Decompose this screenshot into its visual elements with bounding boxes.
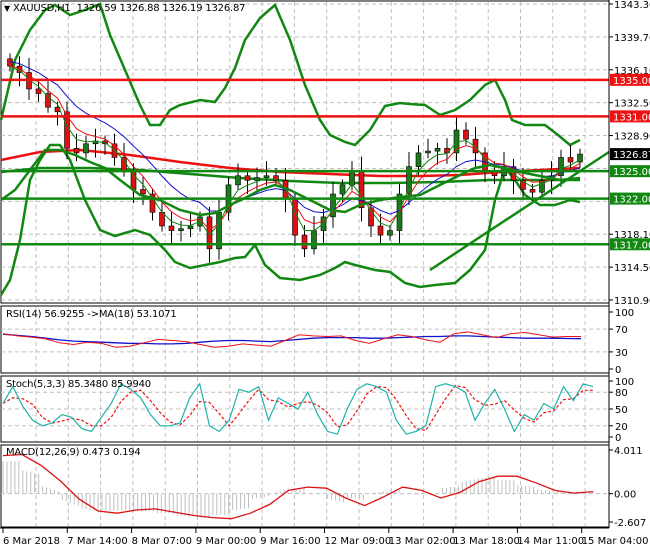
time-label: 12 Mar 09:00: [325, 536, 392, 547]
svg-text:1343.30: 1343.30: [614, 0, 650, 11]
svg-text:1310.90: 1310.90: [614, 296, 650, 307]
stoch-tick: 20: [615, 422, 628, 433]
macd-panel[interactable]: [0, 444, 610, 528]
stoch-signal-line: [2, 385, 593, 432]
stoch-tick: 0: [615, 433, 621, 444]
svg-text:1328.90: 1328.90: [614, 132, 650, 143]
time-label: 15 Mar 04:00: [582, 536, 649, 547]
macd-signal-line: [2, 453, 594, 520]
macd-tick: 0.00: [614, 490, 636, 501]
stoch-tick: 80: [615, 388, 628, 399]
price-axis[interactable]: 1343.30 1339.70 1336.10 1332.50 1328.90 1318.…: [608, 0, 650, 528]
fast-ma-green: [9, 67, 581, 236]
ohlc-values: 1326.59 1326.88 1326.19 1326.87: [76, 3, 246, 14]
symbol-timeframe: XAUUSD,H1: [12, 3, 71, 14]
rsi-tick: 30: [615, 348, 628, 359]
svg-text:1336.10: 1336.10: [614, 66, 650, 77]
fast-ma-red: [9, 65, 581, 231]
time-label: 13 Mar 18:00: [453, 536, 520, 547]
rsi-tick: 0: [615, 365, 621, 376]
uptrend-line[interactable]: [429, 150, 610, 272]
bollinger-lower: [0, 143, 581, 296]
svg-text:1339.70: 1339.70: [614, 33, 650, 44]
time-label: 9 Mar 00:00: [196, 536, 256, 547]
price-label-support: [610, 238, 650, 251]
svg-text:1314.50: 1314.50: [614, 263, 650, 274]
sr-levels[interactable]: [1, 78, 609, 246]
chart-header: ▼ XAUUSD,H1 1326.59 1326.88 1326.19 1326…: [4, 3, 246, 14]
price-label-support: [610, 192, 650, 205]
time-label: 6 Mar 2018: [3, 536, 60, 547]
time-label: 8 Mar 07:00: [132, 536, 192, 547]
price-label-current: [610, 148, 650, 161]
slow-ma-line: [0, 166, 580, 185]
macd-tick: -2.607: [614, 518, 646, 529]
rsi-tick: 70: [615, 325, 628, 336]
price-label-resistance: [610, 73, 650, 86]
svg-text:1331.00: 1331.00: [613, 112, 650, 123]
stoch-tick: 50: [615, 405, 628, 416]
triangle-down-icon[interactable]: ▼: [4, 4, 10, 13]
svg-text:1322.00: 1322.00: [613, 195, 650, 206]
svg-text:1325.00: 1325.00: [613, 167, 650, 178]
stoch-label: Stoch(5,3,3) 85.3480 85.9940: [6, 379, 151, 390]
time-label: 7 Mar 14:00: [67, 536, 127, 547]
svg-text:1318.10: 1318.10: [614, 230, 650, 241]
rsi-tick: 100: [615, 308, 634, 319]
macd-tick: 4.011: [614, 446, 643, 457]
svg-text:1335.00: 1335.00: [613, 76, 650, 87]
stoch-main-line: [2, 382, 594, 435]
price-series: [0, 2, 583, 296]
macd-histogram: [2, 461, 594, 519]
rsi-ma-line: [2, 333, 582, 345]
time-label: 9 Mar 16:00: [260, 536, 320, 547]
svg-text:1317.00: 1317.00: [613, 240, 650, 251]
svg-text:1326.87: 1326.87: [613, 150, 650, 161]
macd-label: MACD(12,26,9) 0.473 0.194: [6, 447, 141, 458]
bollinger-middle: [0, 148, 581, 217]
time-label: 13 Mar 02:00: [389, 536, 456, 547]
time-axis[interactable]: 6 Mar 2018 7 Mar 14:00 8 Mar 07:00 9 Mar 00…: [0, 527, 649, 547]
stoch-tick: 100: [615, 377, 634, 388]
price-label-support: [610, 165, 650, 178]
bollinger-upper: [0, 2, 581, 147]
svg-text:1332.50: 1332.50: [614, 99, 650, 110]
rsi-line: [2, 331, 581, 348]
rsi-label: RSI(14) 56.9255 ->MA(18) 53.1071: [6, 309, 177, 320]
time-label: 14 Mar 11:00: [517, 536, 584, 547]
price-label-resistance: [610, 110, 650, 123]
